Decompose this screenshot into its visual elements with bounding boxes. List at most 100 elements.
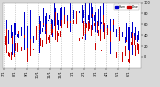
Bar (76, 11, 77, 24)
Bar (94, 23, 95, 25)
Bar (11, 52, 12, 60)
Bar (89, 3, 90, 28)
Bar (113, 20, 114, 25)
Bar (98, 30, 99, 36)
Bar (106, 27, 107, 33)
Bar (52, 29, 53, 33)
Bar (67, 15, 68, 27)
Bar (116, 29, 117, 37)
Bar (37, 37, 38, 51)
Bar (134, 33, 135, 43)
Bar (21, 27, 22, 36)
Bar (33, 49, 34, 50)
Bar (76, 13, 77, 18)
Bar (37, 28, 38, 29)
Bar (92, 14, 93, 17)
Bar (107, 25, 108, 32)
Bar (91, 3, 92, 18)
Bar (64, 7, 65, 18)
Bar (110, 19, 111, 54)
Bar (45, 16, 46, 34)
Bar (5, 36, 6, 45)
Bar (63, 12, 64, 28)
Bar (73, 20, 74, 24)
Bar (61, 7, 62, 27)
Bar (14, 53, 15, 58)
Bar (75, 30, 76, 41)
Bar (103, 15, 104, 25)
Bar (6, 29, 7, 53)
Legend: Hum, Dew: Hum, Dew (114, 4, 139, 10)
Bar (66, 4, 67, 14)
Bar (89, 23, 90, 29)
Bar (18, 33, 19, 38)
Bar (39, 16, 40, 53)
Bar (79, 38, 80, 41)
Bar (104, 23, 105, 39)
Bar (33, 37, 34, 43)
Bar (131, 32, 132, 38)
Bar (21, 47, 22, 51)
Bar (138, 44, 139, 54)
Bar (115, 25, 116, 28)
Bar (122, 33, 123, 37)
Bar (18, 31, 19, 34)
Bar (91, 25, 92, 36)
Bar (137, 35, 138, 42)
Bar (58, 20, 59, 30)
Bar (108, 25, 109, 29)
Bar (82, 5, 83, 23)
Bar (11, 25, 12, 38)
Bar (132, 33, 133, 45)
Bar (103, 3, 104, 32)
Bar (85, 23, 86, 34)
Bar (115, 33, 116, 39)
Bar (119, 27, 120, 41)
Bar (101, 50, 102, 51)
Bar (27, 48, 28, 62)
Bar (42, 28, 43, 32)
Bar (39, 24, 40, 30)
Bar (108, 22, 109, 30)
Bar (51, 24, 52, 35)
Bar (64, 15, 65, 24)
Bar (75, 10, 76, 15)
Bar (134, 36, 135, 45)
Bar (24, 35, 25, 38)
Bar (52, 19, 53, 37)
Bar (85, 3, 86, 40)
Bar (120, 25, 121, 44)
Bar (51, 19, 52, 31)
Bar (28, 32, 29, 57)
Bar (131, 42, 132, 45)
Bar (94, 15, 95, 21)
Bar (67, 21, 68, 28)
Bar (12, 32, 13, 56)
Bar (66, 22, 67, 32)
Bar (30, 10, 31, 42)
Bar (35, 30, 36, 35)
Bar (9, 53, 10, 57)
Bar (58, 33, 59, 36)
Bar (6, 20, 7, 50)
Bar (106, 30, 107, 32)
Bar (125, 37, 126, 43)
Bar (12, 36, 13, 44)
Bar (80, 31, 81, 32)
Bar (40, 38, 41, 46)
Bar (40, 21, 41, 34)
Bar (101, 22, 102, 24)
Bar (137, 43, 138, 50)
Bar (116, 52, 117, 58)
Bar (92, 7, 93, 30)
Bar (98, 9, 99, 26)
Bar (70, 3, 71, 32)
Bar (77, 4, 78, 27)
Bar (45, 30, 46, 31)
Bar (129, 27, 130, 52)
Bar (120, 12, 121, 46)
Bar (24, 12, 25, 50)
Bar (122, 52, 123, 62)
Bar (132, 22, 133, 55)
Bar (138, 31, 139, 40)
